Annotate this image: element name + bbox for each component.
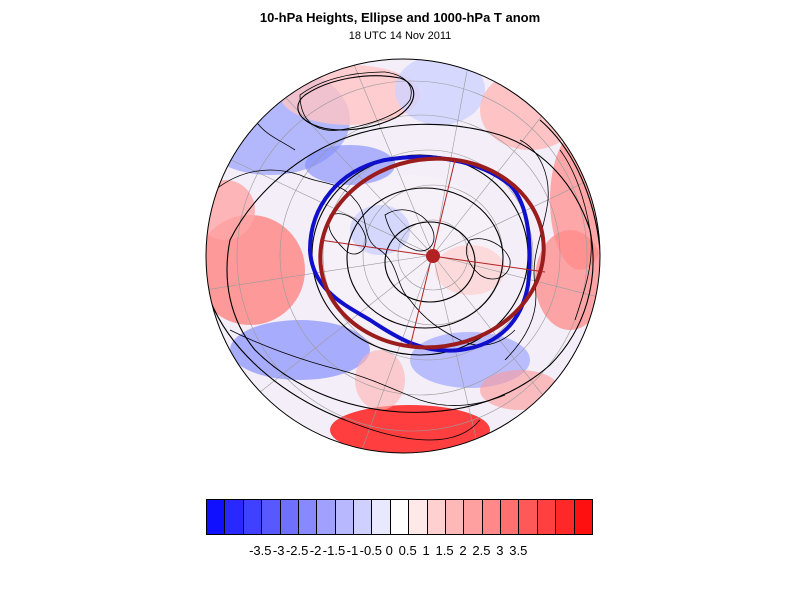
colorbar-box bbox=[464, 500, 483, 534]
colorbar-box bbox=[317, 500, 336, 534]
vortex-edge-contour bbox=[307, 155, 532, 353]
colorbar-box bbox=[427, 500, 446, 534]
graticule bbox=[206, 59, 600, 453]
colorbar-box bbox=[537, 500, 557, 534]
colorbar-box bbox=[280, 500, 299, 534]
colorbar-tick-label: -2.5 bbox=[285, 543, 309, 558]
colorbar-tick-label: 1.5 bbox=[435, 543, 454, 558]
colorbar-box bbox=[225, 500, 244, 534]
colorbar-tick-label: -0.5 bbox=[359, 543, 383, 558]
colorbar bbox=[206, 499, 593, 535]
colorbar-box bbox=[409, 500, 428, 534]
colorbar-tick-label: 2 bbox=[459, 543, 467, 558]
chart-subtitle: 18 UTC 14 Nov 2011 bbox=[348, 30, 452, 42]
colorbar-box bbox=[335, 500, 354, 534]
colorbar-tick-label: 1 bbox=[422, 543, 430, 558]
colorbar-tick-label: -1.5 bbox=[322, 543, 346, 558]
colorbar-box bbox=[354, 500, 373, 534]
colorbar-box bbox=[574, 500, 592, 534]
chart-title: 10-hPa Heights, Ellipse and 1000-hPa T a… bbox=[259, 10, 541, 25]
colorbar-tick-label: 2.5 bbox=[472, 543, 491, 558]
colorbar-tick-label: 3.5 bbox=[509, 543, 528, 558]
colorbar-tick-label: -3 bbox=[272, 543, 285, 558]
colorbar-box bbox=[298, 500, 318, 534]
fitted-ellipse bbox=[318, 156, 546, 350]
colorbar-box bbox=[482, 500, 501, 534]
colorbar-box bbox=[207, 500, 226, 534]
ellipse-center-marker bbox=[426, 249, 440, 263]
temperature-anomaly-field bbox=[206, 59, 600, 453]
colorbar-box bbox=[262, 500, 281, 534]
colorbar-tick-label: -1 bbox=[346, 543, 359, 558]
colorbar-box bbox=[445, 500, 465, 534]
colorbar-box bbox=[501, 500, 520, 534]
colorbar-tick-label: 3 bbox=[496, 543, 504, 558]
globe-outline bbox=[205, 58, 601, 454]
colorbar-box bbox=[390, 500, 410, 534]
coastlines bbox=[214, 71, 592, 441]
colorbar-box bbox=[519, 500, 538, 534]
colorbar-tick-label: -3.5 bbox=[249, 543, 272, 558]
colorbar-tick-label: 0.5 bbox=[398, 543, 417, 558]
colorbar-tick-labels: -3.5 -3 -2.5 -2 -1.5 -1 -0.5 0 0.5 1 1.5 2 2.5 3 3.5 bbox=[0, 543, 800, 561]
colorbar-box bbox=[556, 500, 575, 534]
colorbar-box bbox=[243, 500, 263, 534]
colorbar-tick-label: 0 bbox=[385, 543, 393, 558]
colorbar-tick-label: -2 bbox=[309, 543, 322, 558]
colorbar-box bbox=[372, 500, 391, 534]
